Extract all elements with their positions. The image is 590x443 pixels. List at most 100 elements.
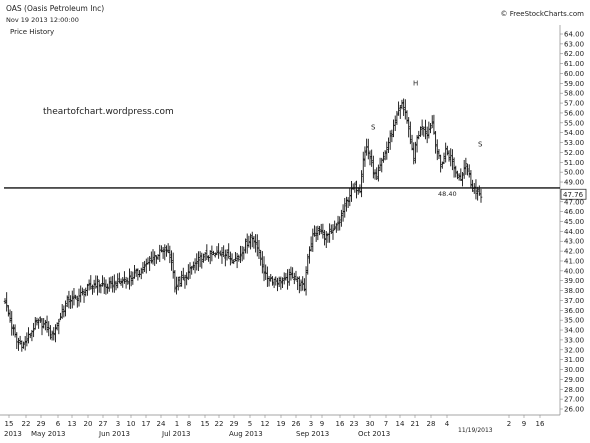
ohlc-bar [62,305,66,318]
ohlc-bar [402,98,405,116]
ohlc-bar [308,246,311,264]
ohlc-bar [375,167,379,181]
ohlc-bar [97,279,101,293]
ohlc-bar [313,225,316,237]
ohlc-bar [121,277,125,288]
ohlc-bar [444,142,447,163]
y-tick-label: 63.00 [564,40,584,48]
ohlc-bar [96,275,99,296]
ohlc-bar [464,157,468,175]
ohlc-bar [281,277,284,289]
ohlc-bar [106,283,109,294]
ohlc-bar [57,318,61,335]
ohlc-bar [457,173,461,181]
ohlc-bar [178,276,182,288]
y-tick-label: 64.00 [564,31,584,39]
ohlc-bar [13,324,17,338]
ohlc-bar [111,275,114,293]
ohlc-bar [358,184,362,194]
ohlc-bar [393,115,397,132]
ohlc-bar [205,244,209,261]
ohlc-bar [76,295,79,308]
ohlc-bar [372,155,375,179]
ohlc-bar [244,238,247,254]
ohlc-bar [203,252,207,261]
ohlc-bar [319,223,323,235]
y-tick-label: 58.00 [564,90,584,98]
ohlc-bar [212,250,215,256]
ohlc-bar [141,262,145,274]
ohlc-bar [462,159,466,179]
ohlc-bar [160,245,163,253]
ohlc-bar [324,231,328,249]
x-tick-label: 24 [157,420,166,428]
ohlc-bar [368,150,372,166]
x-tick-label: 13 [68,420,77,428]
ohlc-bars [3,98,483,352]
ohlc-bar [165,245,168,257]
ohlc-bar [123,271,126,284]
x-tick-label: 3 [309,420,313,428]
ohlc-bar [44,319,47,331]
y-tick-label: 53.00 [564,139,584,147]
ohlc-bar [430,115,434,129]
ohlc-bar [419,126,422,137]
ohlc-bar [119,278,123,286]
x-tick-label: 17 [142,420,151,428]
chart-timestamp: Nov 19 2013 12:00:00 [6,16,79,24]
panel-label: Price History [10,28,54,36]
ohlc-bar [87,279,91,291]
ohlc-bar [215,246,219,256]
last-price-box [560,188,587,200]
y-tick-label: 51.00 [564,159,584,167]
x-month-label: May 2013 [31,430,66,438]
ohlc-bar [316,225,320,241]
y-tick-label: 37.00 [564,297,584,305]
ohlc-bar [314,226,318,242]
ohlc-bar [86,283,89,296]
y-tick-label: 56.00 [564,109,584,117]
ohlc-bar [454,165,458,178]
ohlc-bar [213,252,217,258]
ohlc-bar [163,244,167,261]
ohlc-bar [187,264,190,281]
ohlc-bar [237,254,241,262]
ohlc-bar [439,154,442,173]
y-tick-label: 44.00 [564,228,584,236]
y-tick-label: 54.00 [564,129,584,137]
ohlc-bar [254,234,257,253]
ohlc-bar [60,304,64,319]
ohlc-bar [50,330,54,341]
y-tick-label: 62.00 [564,50,584,58]
ohlc-bar [181,267,185,281]
ohlc-bar [466,163,469,176]
y-tick-label: 47.00 [564,198,584,206]
ohlc-bar [94,275,98,289]
ohlc-bar [474,179,478,200]
ohlc-bar [412,142,416,165]
ohlc-bar [410,134,414,151]
ohlc-bar [99,283,103,294]
ohlc-bar [133,265,136,279]
ohlc-bar [227,243,231,259]
y-tick-label: 45.00 [564,218,584,226]
ohlc-bar [126,277,130,285]
ohlc-bar [407,117,410,138]
ohlc-bar [5,292,8,312]
ohlc-bar [259,249,262,266]
x-date-label: 11/19/2013 [458,427,493,434]
x-tick-label: 20 [84,420,93,428]
ohlc-bar [361,151,365,183]
ohlc-bar [415,135,419,153]
ohlc-bar [442,152,446,165]
ohlc-bar [12,324,15,336]
ohlc-bar [432,114,436,135]
ohlc-bar [222,245,225,257]
ohlc-bar [400,99,404,110]
ohlc-bar [52,327,56,341]
ohlc-bar [171,252,175,279]
ohlc-bar [330,224,333,234]
ohlc-bar [183,274,187,289]
ohlc-bar [405,110,409,124]
last-price-label: 47.76 [563,191,584,199]
